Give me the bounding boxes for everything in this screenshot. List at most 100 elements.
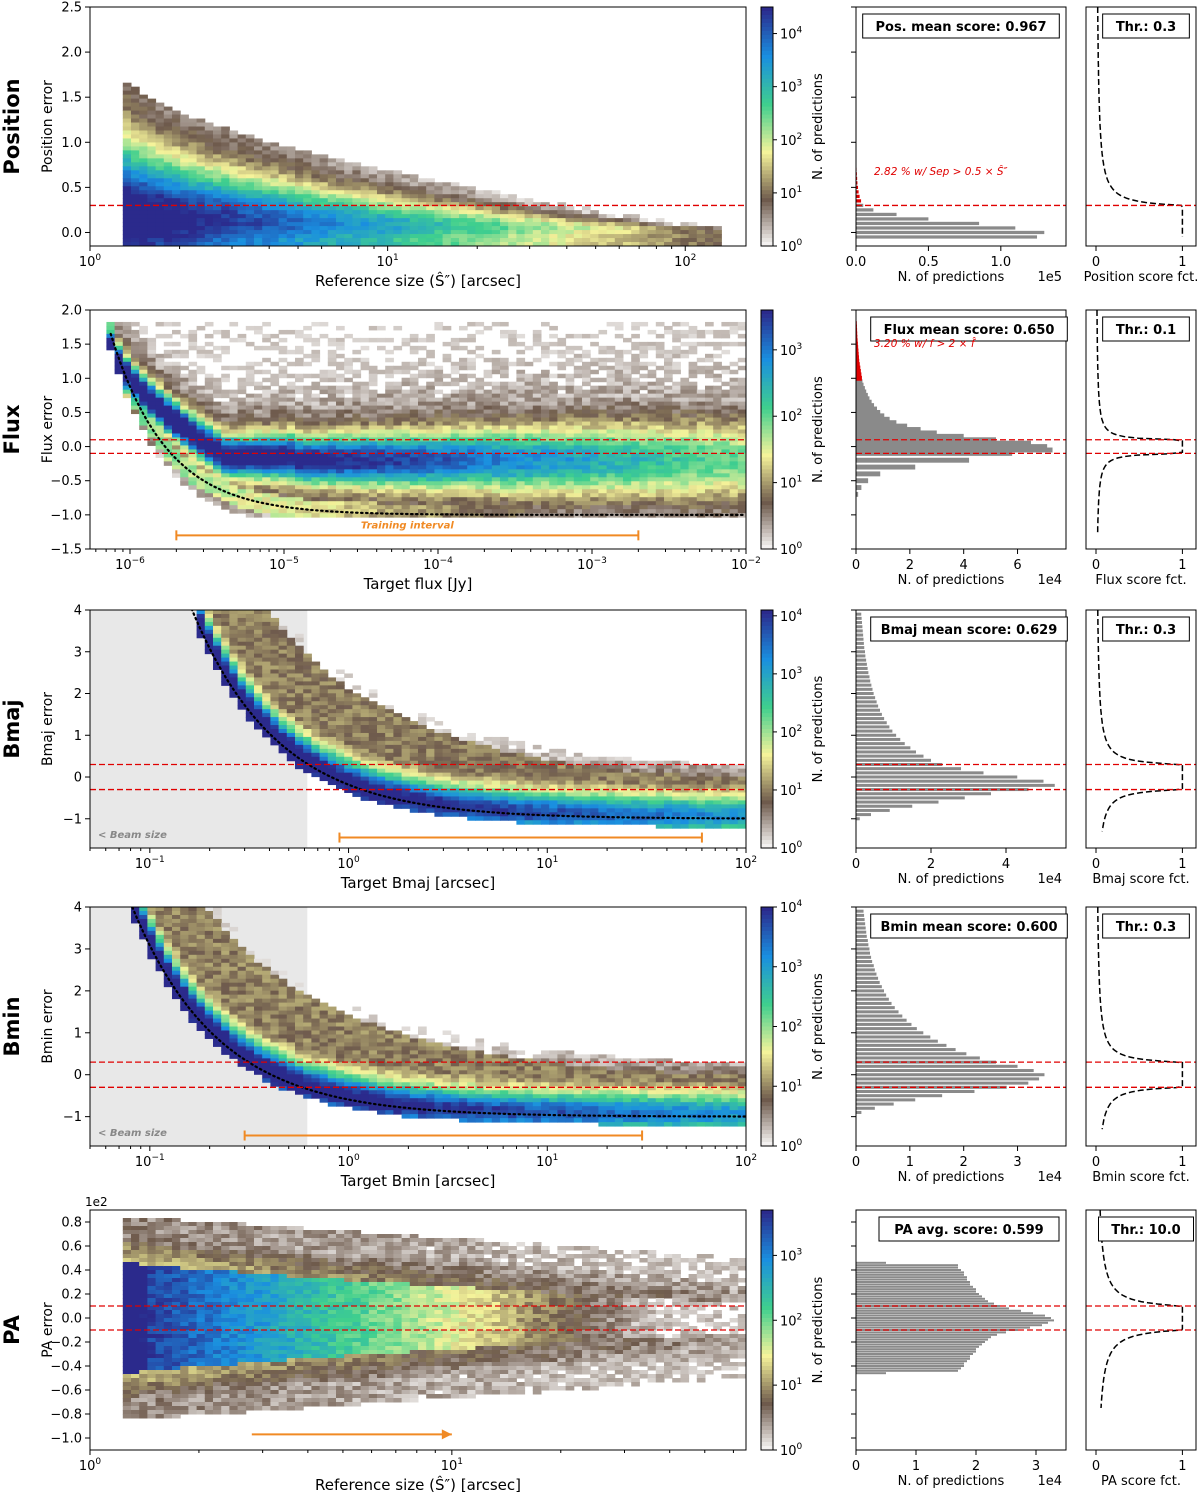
reference-curve xyxy=(190,610,746,820)
colorbar-segment xyxy=(761,1442,773,1447)
hist-bar xyxy=(856,1276,967,1279)
colorbar-segment xyxy=(761,1266,773,1271)
hist-bar xyxy=(856,700,877,704)
colorbar-segment xyxy=(761,429,773,435)
colorbar-segment xyxy=(761,42,773,48)
colorbar-segment xyxy=(761,796,773,801)
scatter-panel: 100 101 102 Reference size (Ŝ″) [arcsec] 0.0… xyxy=(40,1,747,290)
colorbar-segment xyxy=(761,473,773,478)
colorbar-segment xyxy=(761,685,773,690)
colorbar-segment xyxy=(761,938,773,944)
hist-x-tick-label: 2 xyxy=(972,1459,980,1474)
hist-bar xyxy=(856,1314,1045,1317)
colorbar-segment xyxy=(761,653,773,659)
hist-bar xyxy=(856,968,875,972)
score-title: Thr.: 0.3 xyxy=(1116,623,1176,638)
x-axis-label: Reference size (Ŝ″) [arcsec] xyxy=(315,271,521,290)
y-tick-label: −0.8 xyxy=(50,1408,82,1423)
hist-frame xyxy=(855,1209,1067,1451)
hist-title-frame xyxy=(878,1216,1060,1242)
colorbar-segment xyxy=(761,1434,773,1439)
colorbar-segment xyxy=(761,481,773,486)
colorbar-segment xyxy=(761,1294,773,1299)
colorbar-segment xyxy=(761,990,773,996)
colorbar-segment xyxy=(761,1250,773,1255)
hist-bar xyxy=(856,783,1055,787)
y-tick-label: −0.5 xyxy=(50,474,82,489)
hist-bar xyxy=(856,328,858,333)
colorbar-segment xyxy=(761,1438,773,1443)
colorbar-segment xyxy=(761,130,773,136)
colorbar-tick-label: 103 xyxy=(780,959,802,976)
colorbar: 100 101 102 103 N. of predictions xyxy=(760,1209,826,1459)
hist-bar xyxy=(856,1073,1045,1077)
colorbar-segment xyxy=(761,533,773,538)
hist-bar xyxy=(856,1333,997,1336)
y-tick-label: 0.5 xyxy=(61,406,82,421)
colorbar-tick-label: 101 xyxy=(780,475,802,492)
hist-bar xyxy=(856,1271,964,1274)
hist-bar xyxy=(856,1098,916,1102)
hist-x-axis-label: N. of predictions xyxy=(898,1170,1005,1185)
colorbar-segment xyxy=(761,1394,773,1399)
colorbar-segment xyxy=(761,828,773,833)
colorbar-segment xyxy=(761,613,773,619)
y-tick-label: 1.5 xyxy=(61,338,82,353)
x-tick-label: 10−4 xyxy=(423,556,453,573)
colorbar-segment xyxy=(761,1214,773,1219)
colorbar-segment xyxy=(761,966,773,972)
colorbar-segment xyxy=(761,525,773,530)
colorbar-segment xyxy=(761,198,773,203)
hist-bar xyxy=(856,792,991,796)
hist-bar xyxy=(856,708,880,712)
colorbar-tick-label: 102 xyxy=(780,1019,802,1036)
colorbar-segment xyxy=(761,453,773,458)
colorbar-segment xyxy=(761,1446,773,1451)
colorbar-segment xyxy=(761,1022,773,1028)
hist-title: Flux mean score: 0.650 xyxy=(884,323,1055,338)
colorbar-segment xyxy=(761,832,773,837)
colorbar-segment xyxy=(761,381,773,387)
colorbar-segment xyxy=(761,1422,773,1427)
hist-bar xyxy=(856,1006,895,1010)
colorbar-segment xyxy=(761,373,773,379)
colorbar-segment xyxy=(761,610,773,615)
hist-bar xyxy=(856,692,874,696)
hist-bar xyxy=(856,758,931,762)
score-title-frame xyxy=(1098,1216,1194,1242)
y-tick-label: 1.5 xyxy=(61,91,82,106)
hist-bar xyxy=(856,1064,1018,1068)
hist-bar xyxy=(856,625,863,629)
colorbar-tick-label: 100 xyxy=(780,238,803,255)
hist-bar xyxy=(856,750,916,754)
colorbar-tick-label: 104 xyxy=(780,608,803,625)
colorbar-segment xyxy=(761,1002,773,1008)
y-tick-label: 0.0 xyxy=(61,440,82,455)
colorbar-segment xyxy=(761,1370,773,1375)
colorbar-tick-label: 101 xyxy=(780,1078,802,1095)
hist-bar xyxy=(856,762,943,766)
hist-bar xyxy=(856,1367,961,1370)
hist-frame xyxy=(855,609,1067,849)
score-curve xyxy=(1096,7,1184,237)
scatter-panel: Training interval 10−6 10−5 10−4 10−3 10−2 Tar… xyxy=(40,304,761,594)
hist-title-box: Bmin mean score: 0.600 xyxy=(870,913,1068,939)
colorbar-tick-label: 103 xyxy=(780,666,802,683)
colorbar-segment xyxy=(761,978,773,984)
colorbar-segment xyxy=(761,816,773,821)
colorbar-segment xyxy=(761,206,773,211)
x-tick-label: 102 xyxy=(735,855,757,872)
hist-bar xyxy=(856,679,871,683)
colorbar-segment xyxy=(761,1126,773,1131)
hist-bar xyxy=(856,779,1044,783)
y-tick-label: 0 xyxy=(74,771,82,786)
hist-bar xyxy=(856,712,882,716)
y-axis-label: Flux error xyxy=(40,396,56,464)
colorbar-segment xyxy=(761,1290,773,1295)
y-tick-label: 1 xyxy=(74,1026,82,1041)
colorbar: 100 101 102 103 104 N. of predictions xyxy=(760,6,826,255)
colorbar-segment xyxy=(761,210,773,215)
score-x-tick-label: 0 xyxy=(1092,558,1100,573)
